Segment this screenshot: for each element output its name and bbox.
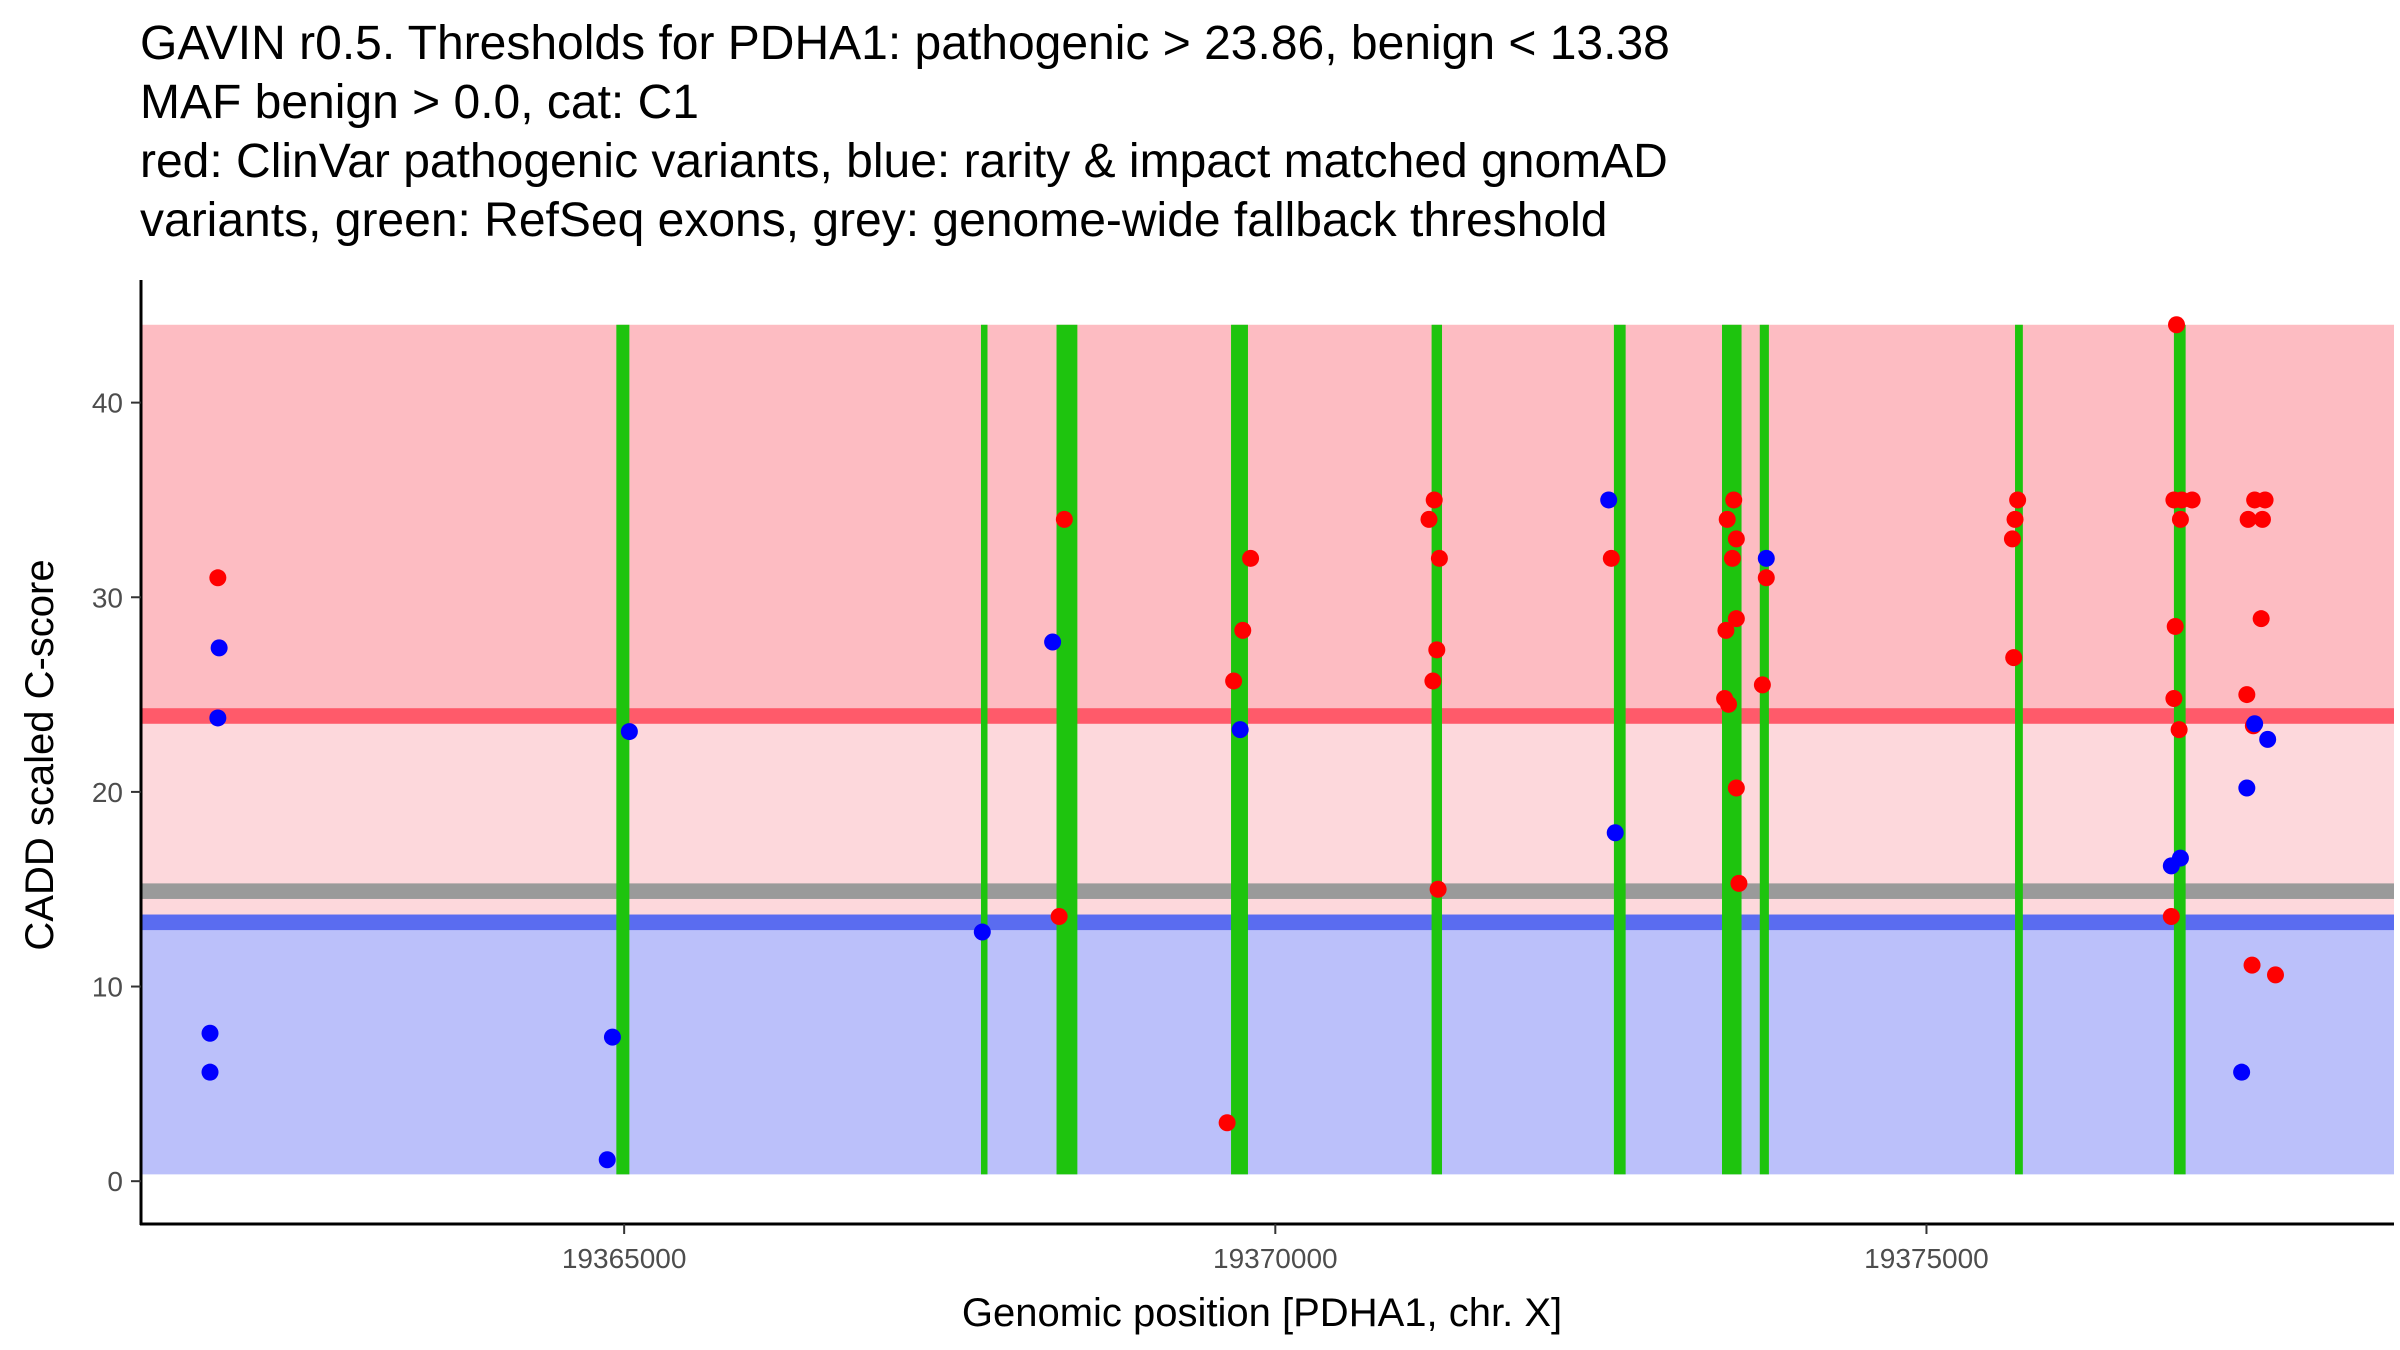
- clinvar-point-27: [2003, 530, 2021, 548]
- clinvar-point-11: [1428, 641, 1446, 659]
- exon-bar-9: [2015, 324, 2023, 1175]
- exon-bar-4: [1231, 324, 1248, 1175]
- gnomad-point-19: [2259, 730, 2277, 748]
- gnomad-point-17: [2238, 779, 2256, 797]
- exon-bar-2: [980, 324, 988, 1175]
- gnomad-point-13: [1757, 549, 1775, 567]
- clinvar-point-28: [2006, 510, 2024, 528]
- gnomad-point-6: [603, 1028, 621, 1046]
- clinvar-point-24: [1730, 874, 1748, 892]
- clinvar-point-40: [2238, 686, 2256, 704]
- clinvar-point-31: [2168, 316, 2186, 334]
- clinvar-point-8: [1420, 510, 1438, 528]
- gnomad-point-15: [2171, 849, 2189, 867]
- y-tick-label-30: 30: [92, 582, 123, 613]
- gnomad-point-7: [620, 723, 638, 741]
- exon-bar-10: [2173, 324, 2186, 1175]
- clinvar-point-7: [1242, 549, 1260, 567]
- gnomad-point-5: [598, 1151, 616, 1169]
- clinvar-point-36: [2166, 617, 2184, 635]
- gnomad-point-10: [1231, 721, 1249, 739]
- clinvar-point-47: [2243, 956, 2261, 974]
- exon-bar-5: [1431, 324, 1443, 1175]
- gnomad-point-1: [201, 1024, 219, 1042]
- clinvar-point-26: [1753, 676, 1771, 694]
- exon-bar-6: [1613, 324, 1626, 1175]
- clinvar-point-20: [1717, 621, 1735, 639]
- title-line-2: MAF benign > 0.0, cat: C1: [140, 76, 699, 129]
- gnomad-point-12: [1606, 824, 1624, 842]
- gnomad-point-9: [1044, 633, 1062, 651]
- pathogenic-threshold-line: [141, 708, 2394, 724]
- clinvar-point-10: [1430, 549, 1448, 567]
- clinvar-point-9: [1425, 491, 1443, 509]
- exon-bar-1: [616, 324, 630, 1175]
- benign-zone: [141, 920, 2394, 1175]
- clinvar-point-16: [1725, 491, 1743, 509]
- benign-threshold-line: [141, 914, 2394, 931]
- clinvar-point-18: [1723, 549, 1741, 567]
- clinvar-point-34: [2183, 491, 2201, 509]
- x-tick-label-19365000: 19365000: [562, 1243, 687, 1274]
- x-tick-label-19370000: 19370000: [1213, 1243, 1338, 1274]
- x-tick-label-19375000: 19375000: [1864, 1243, 1989, 1274]
- gnomad-point-11: [1600, 491, 1618, 509]
- clinvar-point-6: [1234, 621, 1252, 639]
- title-line-1: GAVIN r0.5. Thresholds for PDHA1: pathog…: [140, 17, 1670, 70]
- clinvar-point-43: [2253, 510, 2271, 528]
- clinvar-point-39: [2162, 907, 2180, 925]
- clinvar-point-38: [2170, 721, 2188, 739]
- clinvar-point-15: [1718, 510, 1736, 528]
- gnomad-point-4: [209, 709, 227, 727]
- clinvar-point-30: [2005, 649, 2023, 667]
- y-tick-label-10: 10: [92, 972, 123, 1003]
- clinvar-point-4: [1218, 1114, 1236, 1132]
- pathogenic-zone: [141, 324, 2394, 717]
- y-tick-label-40: 40: [92, 388, 123, 419]
- exon-bar-3: [1056, 324, 1078, 1175]
- clinvar-point-29: [2009, 491, 2027, 509]
- x-axis-title: Genomic position [PDHA1, chr. X]: [962, 1291, 1562, 1335]
- clinvar-point-45: [2252, 610, 2270, 628]
- clinvar-point-2: [1055, 510, 1073, 528]
- gnomad-point-3: [210, 639, 228, 657]
- clinvar-point-19: [1727, 610, 1745, 628]
- axes: 0 10 20 30 40 19365000 19370000 19375000: [92, 280, 2394, 1274]
- clinvar-point-3: [1050, 907, 1068, 925]
- exon-bar-7: [1722, 324, 1742, 1175]
- data-points: [201, 316, 2284, 1169]
- clinvar-point-13: [1429, 880, 1447, 898]
- fallback-threshold-line: [141, 883, 2394, 899]
- clinvar-point-35: [2171, 510, 2189, 528]
- gnomad-point-2: [201, 1063, 219, 1081]
- clinvar-point-14: [1602, 549, 1620, 567]
- y-axis-title: CADD scaled C-score: [18, 559, 62, 950]
- y-tick-label-0: 0: [107, 1166, 123, 1197]
- clinvar-point-44: [2256, 491, 2274, 509]
- exon-bar-8: [1759, 324, 1769, 1175]
- clinvar-point-37: [2165, 689, 2183, 707]
- clinvar-point-17: [1727, 530, 1745, 548]
- chart-title: GAVIN r0.5. Thresholds for PDHA1: pathog…: [140, 14, 1670, 250]
- clinvar-point-25: [1757, 569, 1775, 587]
- gnomad-point-16: [2233, 1063, 2251, 1081]
- y-tick-label-20: 20: [92, 777, 123, 808]
- title-line-4: variants, green: RefSeq exons, grey: gen…: [140, 194, 1608, 247]
- clinvar-point-23: [1727, 779, 1745, 797]
- gnomad-point-8: [973, 923, 991, 941]
- clinvar-point-12: [1424, 672, 1442, 690]
- threshold-bands: [141, 324, 2394, 1175]
- clinvar-point-41: [2239, 510, 2257, 528]
- clinvar-point-5: [1225, 672, 1243, 690]
- title-line-3: red: ClinVar pathogenic variants, blue: …: [140, 135, 1668, 188]
- clinvar-point-1: [209, 569, 227, 587]
- clinvar-point-48: [2266, 966, 2284, 984]
- gnomad-point-18: [2246, 715, 2264, 733]
- clinvar-point-22: [1720, 695, 1738, 713]
